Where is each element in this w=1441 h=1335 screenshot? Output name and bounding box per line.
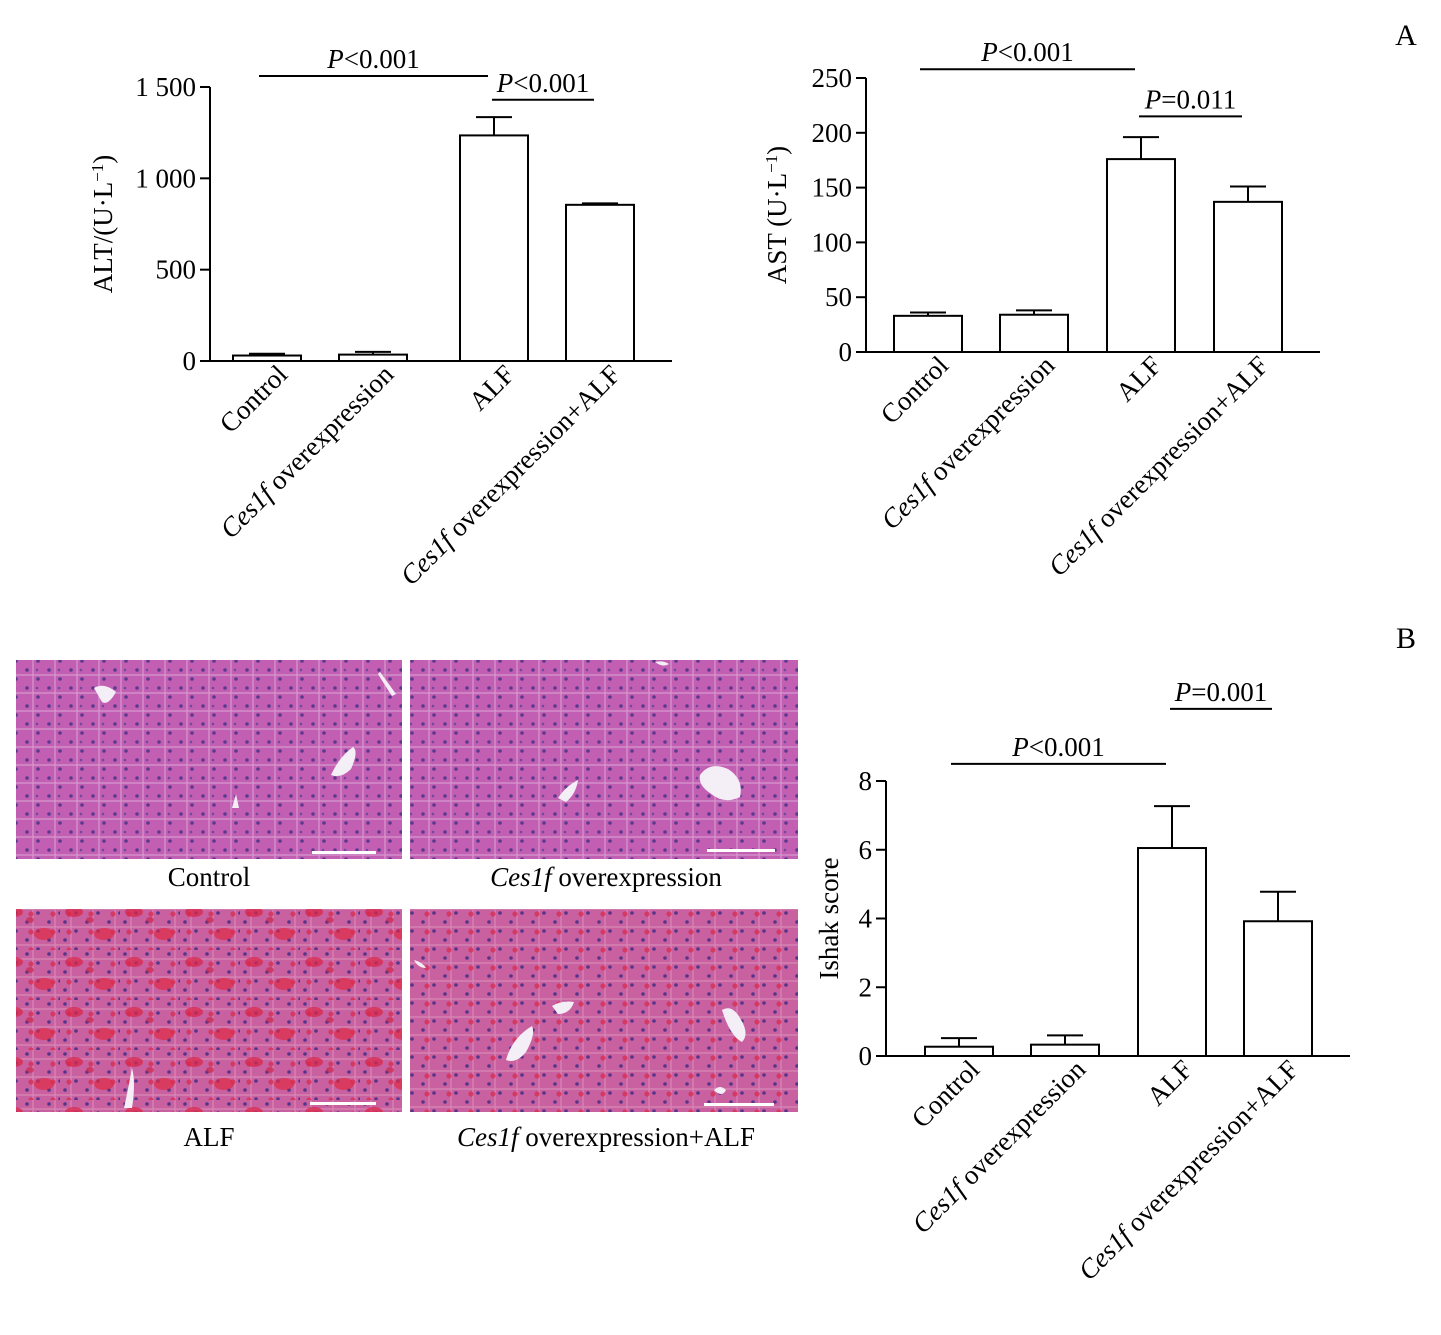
y-tick-label: 150 [812, 173, 853, 203]
scale-bar [704, 1103, 774, 1106]
x-category-label: ALF [1141, 1054, 1198, 1111]
histology-image-alf [16, 909, 402, 1112]
scale-bar [310, 1102, 376, 1105]
image-caption-alf: ALF [183, 1122, 234, 1152]
bar [924, 1045, 994, 1057]
y-axis-title: Ishak score [814, 857, 844, 979]
significance-label: P<0.001 [496, 68, 589, 98]
y-axis-title: ALT/(U·L−1) [88, 155, 119, 294]
y-axis-title: AST (U·L−1) [762, 146, 793, 284]
histology-image-ces1f-overexpression-alf [410, 909, 798, 1112]
bar [999, 313, 1069, 353]
y-tick-label: 1 000 [135, 163, 196, 193]
scale-bar [707, 849, 775, 852]
y-tick-label: 0 [183, 346, 197, 376]
x-category-label: ALF [1110, 350, 1167, 407]
x-category-label: Ces1f overexpression [875, 350, 1060, 535]
y-tick-label: 8 [859, 766, 873, 796]
bar [338, 353, 408, 362]
bar [1106, 158, 1176, 353]
x-category-label: Control [906, 1054, 986, 1134]
bar [1243, 920, 1313, 1057]
x-category-label: Ces1f overexpression+ALF [1042, 350, 1274, 582]
y-tick-label: 100 [812, 227, 853, 257]
bar [565, 203, 635, 362]
x-category-label: Ces1f overexpression [906, 1054, 1091, 1239]
histology-images [16, 660, 798, 1112]
y-tick-label: 500 [156, 255, 197, 285]
image-caption-ces1f-overexpression-alf: Ces1f overexpression+ALF [457, 1122, 755, 1152]
bar [1213, 200, 1283, 353]
y-tick-label: 50 [825, 282, 852, 312]
panel-label-b: B [1396, 622, 1416, 655]
y-tick-label: 0 [859, 1041, 873, 1071]
y-tick-label: 200 [812, 118, 853, 148]
significance-label: P=0.011 [1144, 84, 1236, 114]
significance-label: P<0.001 [980, 37, 1073, 67]
x-category-label: Ces1f overexpression [214, 359, 399, 544]
scale-bar [312, 851, 376, 854]
bar [459, 134, 529, 362]
y-tick-label: 4 [859, 904, 873, 934]
image-caption-control: Control [168, 862, 251, 892]
x-category-label: ALF [463, 359, 520, 416]
panel-label-a: A [1395, 19, 1417, 52]
bar [1030, 1043, 1100, 1057]
y-tick-label: 250 [812, 63, 853, 93]
y-tick-label: 1 500 [135, 72, 196, 102]
x-category-label: Control [214, 359, 294, 439]
histology-image-control [16, 660, 402, 859]
significance-label: P<0.001 [1011, 732, 1104, 762]
x-category-label: Ces1f overexpression+ALF [394, 359, 626, 591]
bar [1137, 847, 1207, 1057]
x-category-label: Control [875, 350, 955, 430]
bar [893, 314, 963, 353]
y-tick-label: 2 [859, 972, 873, 1002]
y-tick-label: 0 [839, 337, 853, 367]
significance-label: P<0.001 [326, 44, 419, 74]
x-category-label: Ces1f overexpression+ALF [1072, 1054, 1304, 1286]
image-caption-ces1f-overexpression: Ces1f overexpression [490, 862, 722, 892]
significance-label: P=0.001 [1174, 677, 1267, 707]
y-tick-label: 6 [859, 835, 873, 865]
histology-image-ces1f-overexpression [410, 660, 798, 859]
bar [232, 354, 302, 362]
